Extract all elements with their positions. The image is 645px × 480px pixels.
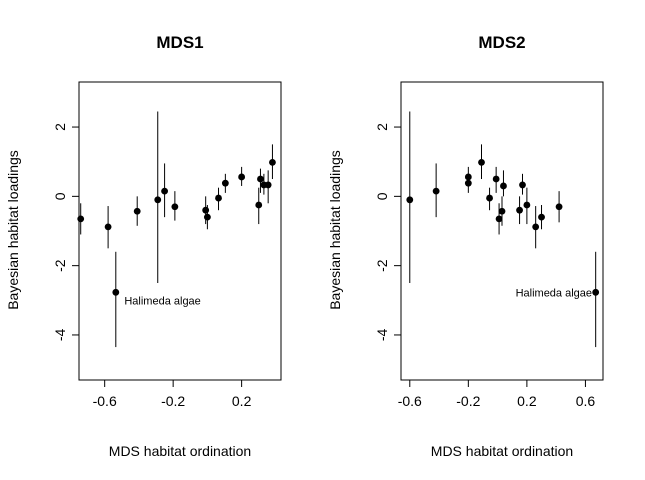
- data-point: [133, 207, 141, 215]
- data-point: [532, 223, 540, 231]
- data-point: [500, 182, 507, 190]
- x-tick-label: 0.2: [232, 393, 252, 409]
- plot-frame: [78, 81, 282, 381]
- data-point: [154, 196, 162, 204]
- panel-mds2: MDS2 MDS habitat ordination Bayesian hab…: [327, 33, 604, 459]
- x-axis-label: MDS habitat ordination: [109, 443, 251, 459]
- data-point: [255, 201, 263, 209]
- data-point: [215, 194, 222, 202]
- data-point: [478, 158, 485, 166]
- data-point: [112, 288, 120, 296]
- y-tick-label: -4: [374, 329, 390, 342]
- x-axis: -0.6 -0.2 0.2 0.6: [398, 380, 596, 409]
- chart-title: MDS2: [478, 33, 525, 52]
- x-tick-label: -0.2: [161, 393, 185, 409]
- x-axis: -0.6 -0.2 0.2: [93, 380, 252, 409]
- data-point: [555, 203, 563, 211]
- y-tick-label: -2: [374, 259, 390, 272]
- y-tick-label: -4: [52, 329, 68, 342]
- y-axis: 2 0 -2 -4: [52, 123, 79, 341]
- x-tick-label: -0.2: [456, 393, 480, 409]
- y-tick-label: -2: [52, 259, 68, 272]
- data-point: [464, 179, 472, 187]
- data-point: [202, 206, 210, 214]
- data-point: [171, 203, 179, 211]
- data-point: [161, 187, 168, 195]
- data-point: [495, 215, 503, 223]
- data-point: [516, 206, 523, 214]
- annotation-label: Halimeda algae: [516, 287, 592, 299]
- data-point: [221, 179, 229, 187]
- data-point: [264, 181, 272, 189]
- chart-title: MDS1: [156, 33, 203, 52]
- data-point: [77, 215, 85, 223]
- annotations: Halimeda algae: [516, 287, 592, 299]
- data-point: [432, 187, 440, 195]
- annotation-label: Halimeda algae: [124, 295, 200, 307]
- data-marks: [406, 111, 600, 348]
- y-axis: 2 0 -2 -4: [374, 123, 401, 341]
- data-point: [486, 194, 493, 202]
- data-marks: [77, 111, 276, 348]
- data-point: [269, 158, 276, 166]
- y-axis-label: Bayesian habitat loadings: [327, 150, 343, 310]
- data-point: [592, 288, 600, 296]
- x-tick-label: 0.6: [576, 393, 596, 409]
- y-tick-label: 2: [374, 123, 390, 131]
- y-axis-label: Bayesian habitat loadings: [5, 150, 21, 310]
- data-point: [238, 173, 246, 181]
- data-point: [406, 196, 414, 204]
- data-point: [257, 175, 264, 183]
- x-tick-label: -0.6: [398, 393, 422, 409]
- panel-mds1: MDS1 MDS habitat ordination Bayesian hab…: [5, 33, 282, 459]
- plot-frame: [400, 81, 604, 381]
- y-tick-label: 0: [374, 192, 390, 200]
- data-point: [519, 181, 526, 189]
- x-tick-label: 0.2: [517, 393, 537, 409]
- y-tick-label: 0: [52, 192, 68, 200]
- x-tick-label: -0.6: [93, 393, 117, 409]
- data-point: [104, 223, 112, 231]
- data-point: [492, 175, 500, 183]
- data-point: [538, 213, 545, 221]
- data-point: [203, 213, 211, 221]
- data-point: [498, 207, 506, 215]
- x-axis-label: MDS habitat ordination: [431, 443, 573, 459]
- data-point: [523, 201, 531, 209]
- y-tick-label: 2: [52, 123, 68, 131]
- annotations: Halimeda algae: [124, 295, 200, 307]
